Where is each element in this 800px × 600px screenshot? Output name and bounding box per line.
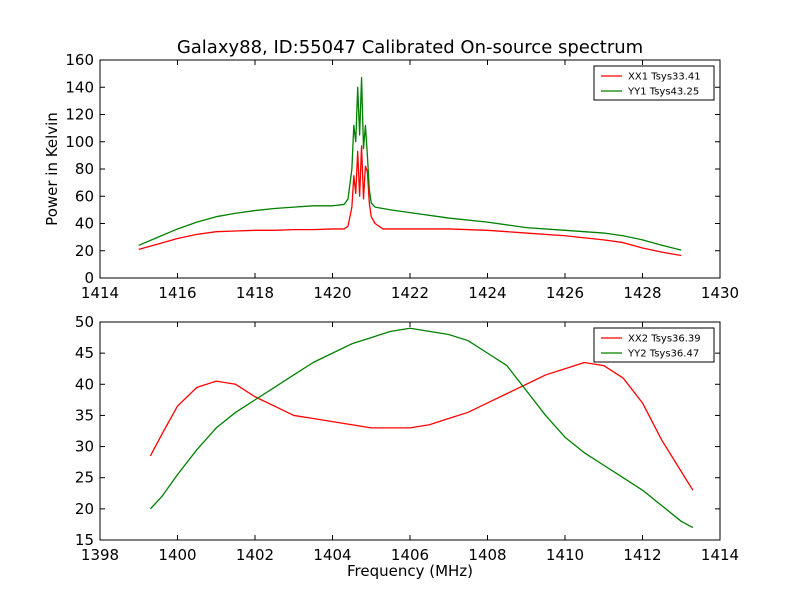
y-tick-label: 40	[75, 215, 94, 233]
y-tick-label: 60	[75, 187, 94, 205]
x-tick-label: 1400	[158, 546, 196, 564]
bottom-panel: 1398 1400 1402 1404 1406 1408 1410 1412 1414 15 20…	[75, 313, 739, 580]
series-line-2	[149, 327, 694, 529]
y-tick-label: 25	[75, 469, 94, 487]
legend-box	[593, 65, 715, 101]
legend-entry: XX1 Tsys33.41	[628, 72, 701, 83]
x-tick-label: 1430	[701, 284, 739, 302]
chart-title: Galaxy88, ID:55047 Calibrated On-source …	[177, 37, 643, 58]
x-tick-label: 1408	[468, 546, 506, 564]
y-tick-label: 160	[65, 51, 94, 69]
x-tick-label: 1424	[468, 284, 506, 302]
legend-entry: XX2 Tsys36.39	[628, 334, 701, 345]
y-tick-label: 45	[75, 344, 94, 362]
x-tick-label: 1406	[391, 546, 429, 564]
x-tick-label: 1416	[158, 284, 196, 302]
legend-box	[593, 327, 715, 363]
x-tick-label: 1426	[546, 284, 584, 302]
y-tick-label: 140	[65, 78, 94, 96]
series-line-2	[138, 77, 682, 251]
y-tick-label: 0	[84, 269, 94, 287]
x-tick-label: 1414	[81, 284, 119, 302]
x-tick-label: 1402	[236, 546, 274, 564]
x-axis-label: Frequency (MHz)	[347, 562, 473, 580]
x-tick-label: 1422	[391, 284, 429, 302]
legend-entry: YY1 Tsys43.25	[627, 87, 699, 98]
y-tick-label: 30	[75, 438, 94, 456]
legend-entry: YY2 Tsys36.47	[627, 349, 699, 360]
series-line-1	[149, 361, 694, 491]
series-line-1	[138, 145, 682, 257]
y-tick-label: 120	[65, 106, 94, 124]
y-axis-label: Power in Kelvin	[43, 112, 61, 226]
x-tick-label: 1410	[546, 546, 584, 564]
legend: XX1 Tsys33.41 YY1 Tsys43.25	[593, 65, 715, 101]
x-tick-label: 1414	[701, 546, 739, 564]
x-tick-label: 1420	[313, 284, 351, 302]
x-tick-label: 1428	[623, 284, 661, 302]
x-tick-label: 1412	[623, 546, 661, 564]
x-tick-label: 1418	[236, 284, 274, 302]
y-tick-label: 50	[75, 313, 94, 331]
legend: XX2 Tsys36.39 YY2 Tsys36.47	[593, 327, 715, 363]
x-tick-label: 1404	[313, 546, 351, 564]
y-tick-label: 35	[75, 406, 94, 424]
y-tick-label: 20	[75, 242, 94, 260]
y-tick-label: 20	[75, 500, 94, 518]
y-tick-label: 80	[75, 160, 94, 178]
x-tick-label: 1398	[81, 546, 119, 564]
top-panel: 1414 1416 1418 1420 1422 1424 1426 1428 1430 0 20 4…	[43, 51, 739, 302]
y-tick-label: 40	[75, 375, 94, 393]
y-tick-label: 15	[75, 531, 94, 549]
y-tick-label: 100	[65, 133, 94, 151]
